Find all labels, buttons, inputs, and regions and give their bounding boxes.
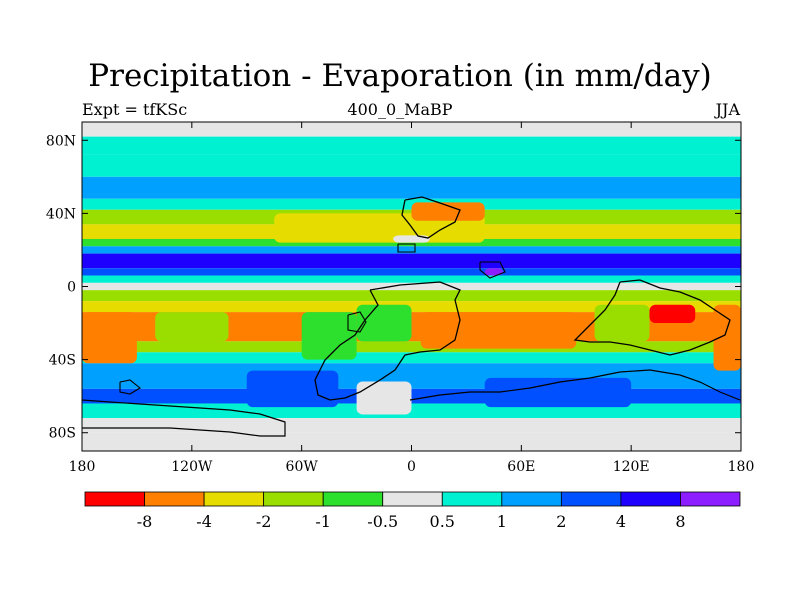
zonal-band xyxy=(82,418,741,433)
zonal-band xyxy=(82,341,741,353)
zonal-band xyxy=(82,432,741,451)
colorbar-box xyxy=(560,491,622,507)
x-tick-label: 0 xyxy=(407,459,416,475)
colorbar-label: -8 xyxy=(137,512,153,531)
colorbar-label: -4 xyxy=(196,512,212,531)
regional-patch xyxy=(420,312,577,349)
regional-patch xyxy=(301,312,357,360)
colorbar-box xyxy=(680,491,741,507)
zonal-band xyxy=(82,246,741,254)
y-tick-label: 80S xyxy=(49,426,76,442)
regional-patch xyxy=(246,370,339,408)
colorbar-label: -2 xyxy=(256,512,272,531)
experiment-label: Expt = tfKSc xyxy=(82,100,188,119)
regional-patch xyxy=(484,377,632,408)
zonal-band xyxy=(82,154,741,177)
colorbar-label: 1 xyxy=(497,512,507,531)
colorbar-box xyxy=(620,491,681,507)
zonal-band xyxy=(82,253,741,269)
map-title: Precipitation - Evaporation (in mm/day) xyxy=(88,58,712,94)
y-tick-label: 40S xyxy=(49,353,76,369)
colorbar-label: 2 xyxy=(556,512,566,531)
x-tick-label: 120W xyxy=(171,459,213,475)
colorbar-box xyxy=(144,491,205,507)
regional-patch xyxy=(411,202,485,221)
regional-patch xyxy=(356,381,412,415)
colorbar-box xyxy=(441,491,503,507)
x-tick-label: 60E xyxy=(507,459,535,475)
colorbar-label: 4 xyxy=(616,512,626,531)
zonal-band xyxy=(82,363,741,389)
x-tick-label: 120E xyxy=(613,459,650,475)
colorbar-label: 8 xyxy=(675,512,685,531)
zonal-band xyxy=(82,122,741,137)
zonal-band xyxy=(82,352,741,364)
colorbar-box xyxy=(203,491,265,507)
x-tick-label: 60W xyxy=(286,459,319,475)
colorbar: -8 -4 -2 -1 -0.5 0.5 1 2 4 8 xyxy=(84,491,741,531)
zonal-band xyxy=(82,176,741,199)
zonal-band xyxy=(82,136,741,155)
y-tick-label: 80N xyxy=(46,133,76,149)
regional-patch xyxy=(649,304,696,324)
regional-patch xyxy=(594,304,650,342)
x-tick-label: 180 xyxy=(69,459,96,475)
zonal-band xyxy=(82,301,741,313)
regional-patch xyxy=(82,312,137,364)
time-label: 400_0_MaBP xyxy=(347,100,453,119)
regional-patch xyxy=(484,268,504,276)
zonal-band xyxy=(82,275,741,283)
colorbar-label: -0.5 xyxy=(367,512,398,531)
x-tick-label: 180 xyxy=(728,459,755,475)
continent-outlines xyxy=(81,196,741,437)
regional-patch xyxy=(155,312,229,342)
precip-evap-field xyxy=(82,122,741,451)
y-tick-label: 0 xyxy=(67,280,76,296)
zonal-band xyxy=(82,282,741,291)
y-tick-label: 40N xyxy=(46,206,76,222)
regional-patch xyxy=(393,235,430,243)
zonal-band xyxy=(82,268,741,276)
colorbar-box xyxy=(322,491,384,507)
zonal-band xyxy=(82,198,741,210)
longitude-axis: 180 120W 60W 0 60E 120E 180 xyxy=(69,122,755,475)
colorbar-box xyxy=(501,491,562,507)
colorbar-box xyxy=(263,491,324,507)
colorbar-box xyxy=(84,491,145,507)
colorbar-label: 0.5 xyxy=(430,512,455,531)
colorbar-box xyxy=(382,491,443,507)
regional-patch xyxy=(713,304,741,371)
latitude-axis: 80N 40N 0 40S 80S xyxy=(46,133,741,442)
zonal-band xyxy=(82,290,741,302)
colorbar-label: -1 xyxy=(315,512,331,531)
season-label: JJA xyxy=(715,100,740,119)
